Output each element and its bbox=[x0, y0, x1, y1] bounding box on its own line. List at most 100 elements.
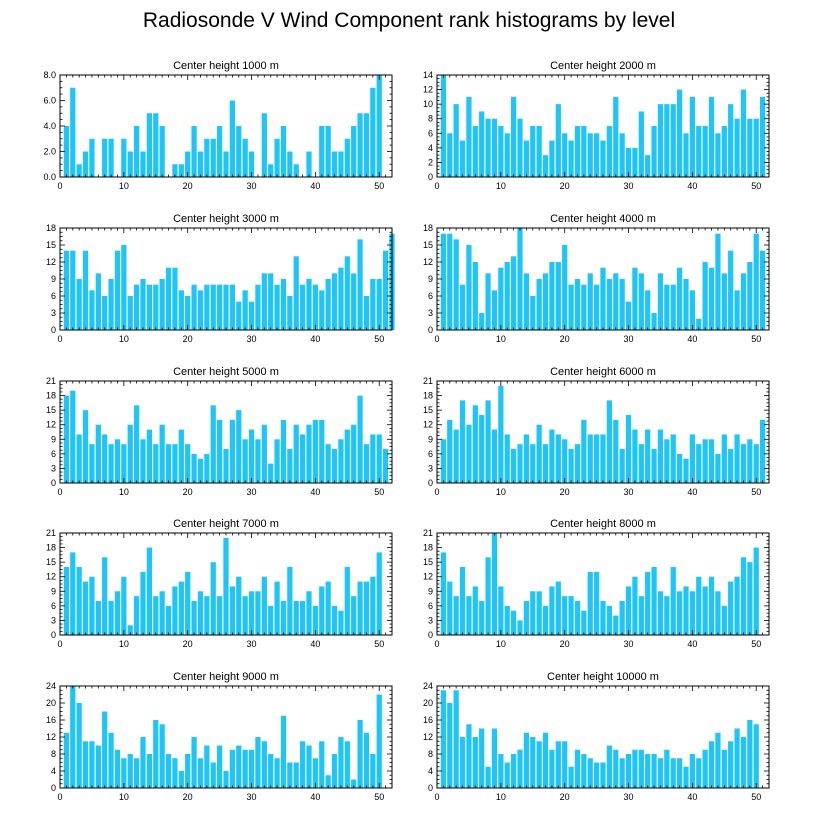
bar bbox=[670, 434, 676, 483]
bar bbox=[625, 147, 632, 177]
bar bbox=[760, 250, 766, 330]
bar bbox=[504, 133, 510, 177]
y-tick-label: 18 bbox=[423, 223, 433, 233]
x-tick-label: 10 bbox=[496, 792, 506, 802]
x-tick-label: 30 bbox=[247, 181, 257, 191]
bar bbox=[504, 762, 510, 788]
bar bbox=[587, 434, 593, 483]
x-tick-label: 20 bbox=[183, 181, 193, 191]
bar bbox=[274, 758, 280, 788]
y-tick-label: 16 bbox=[423, 715, 433, 725]
bar bbox=[447, 703, 453, 788]
bar bbox=[498, 586, 504, 635]
bar bbox=[721, 749, 727, 788]
x-tick-label: 10 bbox=[496, 487, 506, 497]
bar bbox=[677, 591, 683, 635]
bar bbox=[600, 267, 606, 330]
bar bbox=[325, 775, 331, 788]
bar bbox=[479, 415, 485, 483]
bar bbox=[351, 779, 357, 788]
bar bbox=[651, 313, 657, 330]
x-tick-label: 20 bbox=[183, 487, 193, 497]
bar bbox=[114, 591, 121, 635]
bar bbox=[747, 439, 753, 483]
bar bbox=[683, 586, 689, 635]
y-tick-label: 6 bbox=[428, 128, 433, 138]
bar bbox=[511, 754, 517, 788]
bar bbox=[178, 164, 184, 177]
bar bbox=[70, 87, 76, 177]
x-tick-label: 40 bbox=[310, 487, 320, 497]
bar bbox=[651, 449, 657, 483]
bar bbox=[657, 273, 664, 330]
bar bbox=[376, 552, 382, 635]
bar bbox=[747, 262, 753, 330]
bar bbox=[319, 741, 325, 788]
bar bbox=[581, 126, 587, 177]
y-tick-label: 12 bbox=[423, 732, 433, 742]
bar bbox=[344, 429, 350, 483]
bar bbox=[102, 138, 108, 177]
bar bbox=[485, 118, 491, 177]
bar bbox=[134, 405, 140, 483]
bar bbox=[108, 444, 114, 483]
bar bbox=[638, 444, 644, 483]
x-tick-label: 10 bbox=[119, 639, 129, 649]
y-tick-label: 6 bbox=[51, 291, 56, 301]
bar bbox=[747, 720, 753, 788]
bar bbox=[511, 449, 517, 483]
bar bbox=[248, 749, 255, 788]
bar bbox=[459, 140, 466, 177]
x-tick-label: 0 bbox=[57, 792, 62, 802]
x-tick-label: 40 bbox=[310, 639, 320, 649]
bar bbox=[632, 267, 638, 330]
bar bbox=[255, 284, 261, 330]
bar bbox=[236, 576, 242, 635]
bar bbox=[293, 601, 299, 635]
bar bbox=[447, 419, 453, 483]
bar bbox=[728, 581, 734, 635]
bar bbox=[645, 290, 651, 330]
bar bbox=[651, 754, 657, 788]
bar bbox=[587, 133, 593, 177]
bar bbox=[127, 625, 133, 635]
bar bbox=[63, 732, 70, 788]
y-tick-label: 6 bbox=[428, 291, 433, 301]
bar bbox=[102, 557, 108, 635]
y-tick-label: 9 bbox=[51, 274, 56, 284]
bar bbox=[223, 151, 229, 177]
y-tick-label: 8 bbox=[51, 749, 56, 759]
bar bbox=[734, 434, 740, 483]
y-tick-label: 12 bbox=[423, 85, 433, 95]
bar bbox=[146, 284, 153, 330]
bar bbox=[600, 434, 606, 483]
bar bbox=[619, 279, 625, 330]
bar bbox=[223, 771, 229, 788]
bar bbox=[146, 429, 153, 483]
bar bbox=[606, 400, 613, 483]
x-tick-label: 10 bbox=[119, 792, 129, 802]
bar bbox=[82, 151, 89, 177]
bar bbox=[300, 434, 306, 483]
bar bbox=[185, 296, 191, 330]
chart-panel-7: Center height 7000 m 0 10 20 30 40 50 0 3 6 9 12 15 1… bbox=[46, 518, 393, 649]
bar bbox=[344, 567, 350, 635]
x-tick-label: 0 bbox=[57, 487, 62, 497]
x-tick-label: 30 bbox=[247, 639, 257, 649]
chart-subtitle: Center height 2000 m bbox=[550, 60, 656, 72]
bar bbox=[498, 267, 504, 330]
bar bbox=[70, 390, 76, 483]
bar bbox=[210, 284, 216, 330]
bar bbox=[357, 581, 363, 635]
bar bbox=[204, 596, 210, 635]
bar bbox=[632, 749, 638, 788]
bar bbox=[702, 126, 708, 177]
x-tick-label: 30 bbox=[624, 639, 634, 649]
x-tick-label: 50 bbox=[374, 487, 384, 497]
bar bbox=[740, 444, 747, 483]
y-tick-label: 12 bbox=[46, 572, 56, 582]
bar bbox=[102, 711, 108, 788]
bar bbox=[562, 133, 568, 177]
bar bbox=[549, 262, 555, 330]
bar bbox=[242, 439, 248, 483]
